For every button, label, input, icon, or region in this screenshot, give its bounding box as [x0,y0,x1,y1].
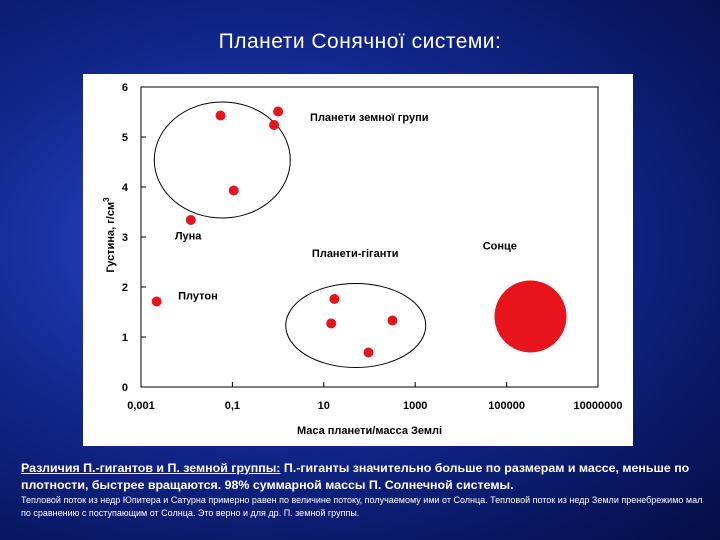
annotation-terrestrial: Планети земної групи [310,112,428,124]
y-tick-label: 0 [122,382,128,394]
planet-point [273,106,284,117]
x-tick-label: 1000 [403,400,427,412]
x-tick-label: 10000000 [574,400,623,412]
y-tick-label: 1 [122,332,128,344]
caption-rest: П.-гиганты значительно больше по размера… [21,461,690,492]
x-tick-label: 10 [318,400,330,412]
y-tick-label: 3 [122,232,128,244]
giants-group-ellipse [285,283,427,368]
annotation-sun: Сонце [483,241,517,253]
y-tick-label: 4 [122,182,129,194]
sun-point [494,280,567,353]
planet-point [228,185,239,196]
density-mass-chart: 0 1 2 3 4 5 6 0,001 0,1 10 1000 100000 10000000 Маса … [102,82,623,437]
caption-underlined: Различия П.-гигантов и П. земной группы: [21,461,281,475]
chart-panel: 0 1 2 3 4 5 6 0,001 0,1 10 1000 100000 10000000 Маса … [83,74,633,446]
caption-note: Тепловой поток из недр Юпитера и Сатурна… [21,495,703,518]
planet-point [387,315,398,326]
slide-title: Планети Сонячної системи: [218,30,502,53]
planet-point [363,347,374,358]
planet-point [269,120,280,130]
planet-point [185,215,196,225]
caption-main: Различия П.-гигантов и П. земной группы:… [21,460,711,494]
annotation-moon: Луна [175,231,202,243]
y-tick-label: 2 [122,282,128,294]
planet-point [151,296,162,307]
annotation-pluto: Плутон [178,291,218,303]
planet-point [326,318,337,329]
y-tick-label: 6 [122,82,128,94]
x-axis-label: Маса планети/масса Землі [297,425,442,437]
x-tick-label: 0,1 [225,400,240,412]
x-tick-label: 100000 [488,400,525,412]
terrestrial-group-ellipse [153,101,291,219]
planet-point [329,294,340,304]
y-axis-label-superscript: 3 [102,197,111,202]
annotation-giants: Планети-гіганти [312,248,399,260]
y-tick-label: 5 [122,132,128,144]
y-axis-label: Густина, г/см3 [102,197,117,273]
planet-point [215,110,226,121]
x-tick-label: 0,001 [127,400,155,412]
